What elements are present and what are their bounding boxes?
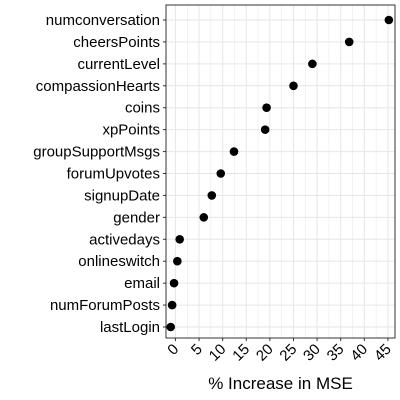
plot-panel-border: [165, 4, 396, 339]
data-points: [166, 15, 394, 332]
data-point: [175, 234, 184, 244]
y-tick-label: xpPoints: [102, 122, 160, 139]
y-tick-label: onlineswitch: [78, 253, 160, 270]
x-axis-label: % Increase in MSE: [208, 374, 353, 393]
y-tick-label: email: [124, 275, 160, 292]
y-tick-label: groupSupportMsgs: [33, 144, 160, 161]
grid-minor-lines: [186, 5, 377, 338]
y-tick-label: currentLevel: [77, 56, 160, 73]
y-tick-label: forumUpvotes: [67, 166, 160, 183]
data-point: [344, 37, 354, 47]
data-point: [308, 59, 317, 69]
y-tick-label: gender: [113, 209, 160, 226]
y-tick-label: numForumPosts: [50, 297, 160, 314]
x-tick-label: 10: [206, 341, 230, 365]
y-axis-ticks: [163, 19, 166, 328]
x-tick-label: 15: [229, 341, 253, 365]
x-tick-label: 25: [276, 341, 300, 365]
x-tick-label: 20: [253, 341, 277, 365]
x-tick-label: 5: [188, 341, 206, 359]
y-tick-label: signupDate: [84, 187, 160, 204]
data-point: [199, 213, 209, 222]
x-tick-label: 45: [371, 341, 395, 365]
y-tick-label: lastLogin: [100, 319, 160, 336]
y-tick-label: compassionHearts: [36, 78, 160, 95]
data-point: [167, 300, 177, 310]
data-point: [384, 15, 394, 25]
y-tick-label: activedays: [89, 231, 160, 248]
data-point: [229, 147, 239, 156]
data-point: [166, 322, 176, 332]
data-point: [262, 103, 271, 113]
y-tick-label: coins: [125, 100, 160, 117]
grid-major-lines: [166, 5, 395, 338]
x-tick-label: 30: [300, 341, 324, 365]
data-point: [289, 81, 298, 91]
data-point: [173, 256, 182, 266]
y-tick-label: numconversation: [46, 12, 160, 29]
data-point: [207, 191, 217, 200]
y-axis-labels: numconversation cheersPoints currentLevel c…: [33, 12, 160, 336]
x-axis-tick-labels: 0 5 10 15 20 25 30 35 40 45: [164, 341, 394, 365]
x-tick-label: 0: [164, 341, 182, 359]
x-tick-label: 35: [324, 341, 348, 365]
data-point: [260, 125, 270, 134]
x-tick-label: 40: [347, 341, 371, 365]
data-point: [216, 169, 226, 178]
data-point: [169, 278, 179, 288]
y-tick-label: cheersPoints: [73, 34, 160, 51]
x-axis-ticks: [174, 338, 389, 341]
